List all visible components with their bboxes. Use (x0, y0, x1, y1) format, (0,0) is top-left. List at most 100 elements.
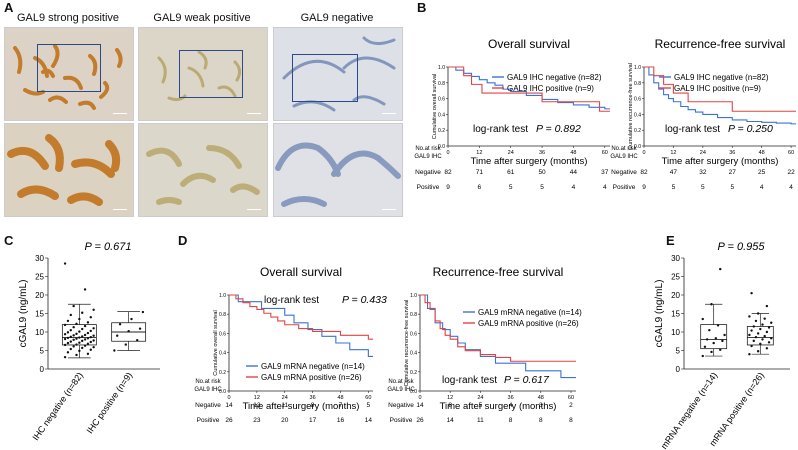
risk-value: 26 (416, 417, 424, 424)
risk-value: 17 (309, 417, 317, 424)
y-tick-label: 0.6 (219, 331, 226, 337)
data-point (767, 341, 771, 344)
risk-value: 4 (509, 402, 513, 409)
y-tick-label: 0.0 (634, 144, 641, 150)
p-value: P = 0.250 (728, 123, 773, 135)
annotation-test: log-rank test (264, 295, 319, 306)
legend-label: GAL9 mRNA positive (n=26) (478, 319, 579, 328)
data-point (130, 317, 133, 321)
p-value: P = 0.433 (342, 294, 387, 306)
y-axis-label: Cumulative recurrence-free survival (404, 300, 410, 387)
risk-value: 13 (253, 402, 261, 409)
risk-header: No.at risk (415, 146, 441, 152)
y-tick-label: 0.6 (410, 331, 417, 337)
category-label: IHC negative (n=82) (30, 370, 85, 442)
box (111, 322, 147, 342)
micrograph-weak-high (138, 123, 268, 217)
risk-value: 4 (572, 184, 576, 191)
data-point (765, 330, 769, 334)
data-point (752, 325, 755, 328)
data-point (66, 351, 70, 354)
micrograph-negative-high (273, 123, 403, 217)
data-point (127, 330, 130, 333)
data-point (63, 337, 67, 341)
box (61, 324, 97, 346)
x-tick-label: 24 (508, 150, 514, 156)
y-tick-label: 20 (35, 291, 44, 300)
x-tick-label: 24 (477, 395, 483, 401)
data-point (63, 323, 67, 327)
data-point (767, 326, 771, 329)
data-point (92, 345, 95, 349)
y-tick-label: 1.0 (219, 293, 226, 299)
y-axis-label: Cumulative overall survival (213, 310, 219, 375)
y-tick-label: 0.2 (219, 370, 226, 376)
y-tick-label: 10 (671, 328, 680, 337)
data-point (752, 339, 755, 343)
data-point (705, 338, 709, 341)
risk-row-label: Negative (415, 169, 441, 176)
x-tick-label: 60 (602, 150, 608, 156)
data-point (83, 333, 87, 337)
y-tick-label: 0.4 (634, 112, 641, 118)
x-tick-label: 12 (476, 150, 482, 156)
data-point (703, 345, 707, 348)
risk-header: No.at risk (611, 146, 637, 152)
x-tick-label: 48 (337, 395, 343, 401)
p-value: P = 0.892 (536, 123, 581, 135)
data-point (75, 343, 78, 346)
risk-value: 11 (477, 417, 484, 424)
risk-value: 14 (225, 402, 233, 409)
zoom-region-box (292, 54, 358, 102)
chart-title: Overall survival (260, 265, 342, 279)
y-tick-label: 1.0 (410, 293, 417, 299)
chart-title: Recurrence-free survival (433, 265, 564, 279)
x-tick-label: 36 (729, 150, 735, 156)
micrograph-weak-low (138, 27, 268, 121)
data-point (754, 335, 758, 339)
data-point (714, 337, 718, 340)
data-point (748, 333, 751, 337)
risk-value: 82 (640, 169, 648, 176)
data-point (81, 311, 84, 314)
risk-value: 25 (758, 169, 766, 176)
risk-value: 9 (446, 184, 450, 191)
risk-value: 5 (540, 184, 544, 191)
y-tick-label: 0.0 (410, 389, 417, 395)
panel-label-e: E (666, 233, 675, 248)
risk-value: 14 (365, 417, 373, 424)
data-point (78, 330, 81, 333)
x-tick-label: 0 (642, 150, 645, 156)
data-point (63, 355, 67, 359)
data-point (69, 340, 72, 343)
y-tick-label: 0.4 (219, 351, 226, 357)
data-point (712, 341, 715, 345)
data-point (86, 352, 90, 356)
risk-value: 37 (601, 169, 609, 176)
y-axis-label: cGAL9 (ng/mL) (654, 280, 665, 348)
data-point (765, 304, 769, 308)
micrograph-negative-low (273, 27, 403, 121)
survival-curve-0 (448, 66, 610, 110)
data-point (92, 327, 95, 330)
x-tick-label: 60 (788, 150, 794, 156)
y-tick-label: 0.2 (438, 128, 445, 134)
risk-value: 16 (337, 417, 345, 424)
risk-value: 6 (478, 184, 482, 191)
legend-label: GAL9 IHC negative (n=82) (674, 73, 769, 82)
x-tick-label: 60 (568, 395, 574, 401)
risk-row-label: Negative (611, 169, 637, 176)
risk-value: 2 (569, 402, 573, 409)
panel-label-d: D (178, 233, 188, 248)
data-point (765, 347, 769, 350)
data-point (75, 332, 78, 336)
y-tick-label: 15 (671, 310, 680, 319)
survival-curve-0 (644, 66, 796, 125)
risk-value: 5 (730, 184, 734, 191)
data-point (66, 331, 70, 334)
risk-value: 5 (479, 402, 483, 409)
legend-label: GAL9 IHC positive (n=9) (674, 84, 761, 93)
data-point (759, 327, 762, 331)
risk-value: 26 (225, 417, 233, 424)
risk-value: 20 (281, 417, 289, 424)
